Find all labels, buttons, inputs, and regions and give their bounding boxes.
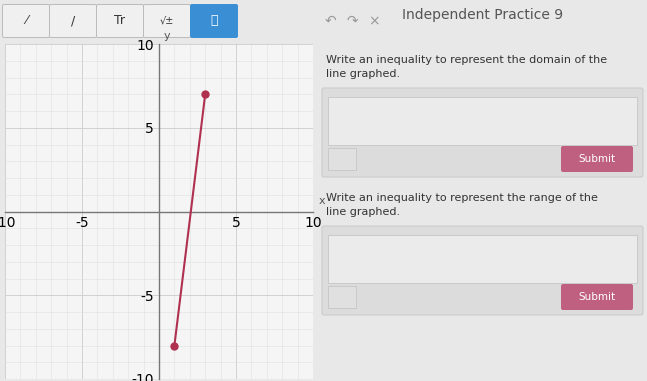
Text: y: y (164, 30, 170, 41)
Bar (328, 235, 637, 283)
Text: Independent Practice 9: Independent Practice 9 (402, 8, 563, 22)
Text: ↶: ↶ (324, 14, 336, 28)
Bar (328, 286, 356, 308)
Text: Submit: Submit (578, 292, 615, 302)
Text: √±: √± (160, 16, 174, 26)
Text: line graphed.: line graphed. (326, 207, 400, 217)
Text: ⁄: ⁄ (25, 14, 27, 27)
Text: x: x (319, 197, 325, 207)
Text: /: / (71, 14, 75, 27)
Text: ×: × (368, 14, 380, 28)
Point (170, 343, 180, 349)
FancyBboxPatch shape (96, 5, 144, 37)
Text: Write an inequality to represent the domain of the: Write an inequality to represent the dom… (326, 55, 607, 65)
Text: Tr: Tr (115, 14, 126, 27)
FancyBboxPatch shape (322, 226, 643, 315)
FancyBboxPatch shape (144, 5, 190, 37)
FancyBboxPatch shape (50, 5, 96, 37)
FancyBboxPatch shape (190, 5, 237, 37)
FancyBboxPatch shape (561, 284, 633, 310)
Text: 🖌: 🖌 (210, 14, 218, 27)
Bar (328, 97, 637, 145)
FancyBboxPatch shape (322, 88, 643, 177)
Text: ↷: ↷ (346, 14, 358, 28)
FancyBboxPatch shape (561, 146, 633, 172)
Text: line graphed.: line graphed. (326, 69, 400, 79)
Text: Submit: Submit (578, 154, 615, 164)
Text: Write an inequality to represent the range of the: Write an inequality to represent the ran… (326, 193, 598, 203)
Bar (328, 148, 356, 170)
Point (200, 91, 210, 97)
FancyBboxPatch shape (3, 5, 50, 37)
